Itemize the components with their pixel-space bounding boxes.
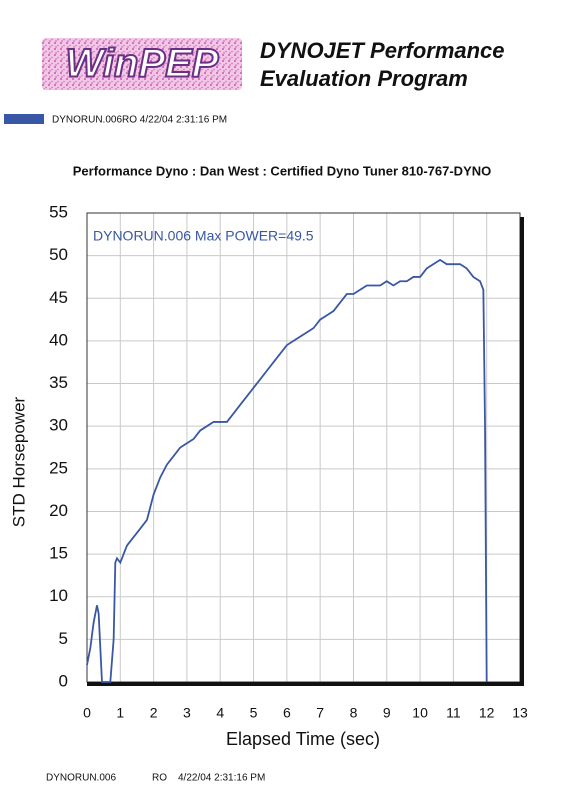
logo-background — [42, 38, 242, 90]
x-tick-label: 9 — [383, 705, 391, 721]
header-line: Evaluation Program — [260, 66, 468, 91]
y-tick-label: 20 — [49, 501, 68, 520]
annotation: DYNORUN.006 Max POWER=49.5 — [93, 228, 314, 244]
chart-title: Performance Dyno : Dan West : Certified … — [73, 163, 492, 178]
x-tick-label: 8 — [350, 705, 358, 721]
x-tick-label: 3 — [183, 705, 191, 721]
x-tick-label: 6 — [283, 705, 291, 721]
y-tick-label: 55 — [49, 202, 68, 221]
footer-code: RO — [152, 773, 167, 784]
x-tick-label: 13 — [512, 705, 528, 721]
footer-date: 4/22/04 2:31:16 PM — [178, 773, 265, 784]
x-tick-label: 7 — [316, 705, 324, 721]
legend-swatch — [4, 114, 44, 124]
x-tick-label: 0 — [83, 705, 91, 721]
x-tick-label: 10 — [412, 705, 428, 721]
y-tick-label: 35 — [49, 373, 68, 392]
y-tick-label: 10 — [49, 586, 68, 605]
y-tick-label: 45 — [49, 288, 68, 307]
x-tick-label: 5 — [250, 705, 258, 721]
plot-area — [87, 213, 520, 682]
data-line — [86, 258, 488, 683]
header-line: DYNOJET Performance — [260, 38, 505, 63]
y-tick-label: 25 — [49, 458, 68, 477]
legend-label: DYNORUN.006RO 4/22/04 2:31:16 PM — [52, 115, 227, 126]
logo: WinPEP — [66, 42, 219, 86]
y-tick-label: 30 — [49, 416, 68, 435]
y-tick-label: 5 — [59, 629, 68, 648]
y-tick-label: 0 — [59, 671, 68, 690]
y-tick-label: 15 — [49, 544, 68, 563]
x-tick-label: 12 — [479, 705, 495, 721]
x-tick-label: 2 — [150, 705, 158, 721]
y-axis-label: STD Horsepower — [9, 396, 28, 527]
y-tick-label: 40 — [49, 330, 68, 349]
footer-run: DYNORUN.006 — [46, 773, 116, 784]
x-axis-label: Elapsed Time (sec) — [226, 729, 380, 749]
x-tick-label: 4 — [216, 705, 224, 721]
y-tick-label: 50 — [49, 245, 68, 264]
x-tick-label: 1 — [116, 705, 124, 721]
x-tick-label: 11 — [446, 705, 461, 721]
